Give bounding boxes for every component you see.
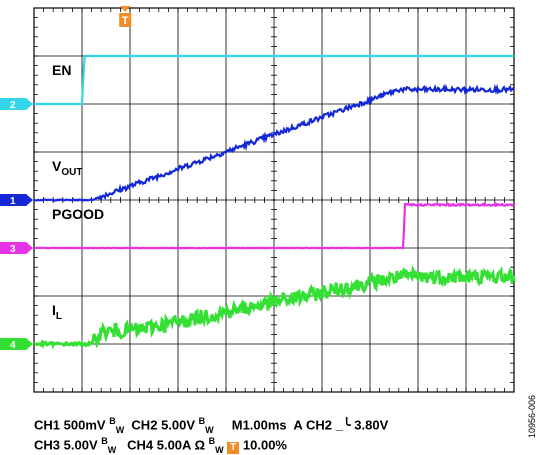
bw-b: B xyxy=(109,416,116,426)
acq-mode: A xyxy=(293,417,303,433)
trigger-box xyxy=(119,13,132,27)
trace-label-main: PGOOD xyxy=(52,206,104,222)
traces xyxy=(33,54,516,350)
figure-id: 10956-006 xyxy=(527,394,537,438)
ohm-symbol: Ω xyxy=(194,437,206,453)
ch3-label: CH3 xyxy=(34,437,61,453)
trigger-position: 10.00% xyxy=(242,437,287,453)
ch2-scale: 5.00V xyxy=(161,417,196,433)
trace-label-il: IL xyxy=(52,302,62,322)
bw-b: B xyxy=(101,436,108,446)
channel-marker-1 xyxy=(0,194,33,206)
trace-en xyxy=(34,54,514,106)
trigger-level: 3.80V xyxy=(354,417,389,433)
trace-vout xyxy=(33,83,515,202)
trace-label-main: V xyxy=(52,158,62,174)
trigger-arrow xyxy=(120,6,131,12)
trace-label-subscript: L xyxy=(56,311,62,322)
channel-marker-4 xyxy=(0,338,33,350)
channel-number-1: 1 xyxy=(10,196,16,207)
trace-label-en: EN xyxy=(52,62,71,78)
ch1-scale: 500mV xyxy=(63,417,106,433)
trace-il xyxy=(33,264,516,350)
oscilloscope-chart: EN VOUT PGOOD IL 2 1 3 4 T xyxy=(0,6,516,393)
channel-number-4: 4 xyxy=(10,340,16,351)
trace-label-pgood: PGOOD xyxy=(52,206,104,222)
trigger-source: CH2 xyxy=(305,417,332,433)
ch2-label: CH2 xyxy=(131,417,158,433)
status-line-1: CH1 500mV BW CH2 5.00V BW M1.00ms A CH2 … xyxy=(34,401,388,435)
bw-b: B xyxy=(198,416,206,426)
channel-marker-3 xyxy=(0,242,33,254)
trace-label-subscript: OUT xyxy=(61,167,82,178)
bw-w: W xyxy=(115,424,125,435)
status-line-2: CH3 5.00V BW CH4 5.00A Ω BW T 10.00% xyxy=(34,421,287,455)
ch4-scale: 5.00A xyxy=(156,437,191,453)
rising-edge-icon: _╰ xyxy=(335,417,351,433)
ch1-label: CH1 xyxy=(34,417,61,433)
timebase: M1.00ms xyxy=(231,417,287,433)
channel-number-2: 2 xyxy=(10,100,16,111)
ch4-label: CH4 xyxy=(127,437,154,453)
bw-w: W xyxy=(205,424,214,435)
trace-labels: EN VOUT PGOOD IL xyxy=(52,62,104,322)
trace-label-main: EN xyxy=(52,62,71,78)
trigger-marker-icon: T xyxy=(119,6,132,27)
bw-w: W xyxy=(107,444,117,455)
trace-pgood xyxy=(33,201,515,250)
bw-b: B xyxy=(208,436,216,446)
trace-label-main: I xyxy=(52,302,56,318)
trace-label-vout: VOUT xyxy=(52,158,82,178)
channel-marker-2 xyxy=(0,98,33,110)
trigger-position-icon: T xyxy=(227,442,240,455)
channel-number-3: 3 xyxy=(10,244,16,255)
trigger-letter: T xyxy=(122,15,129,27)
ch3-scale: 5.00V xyxy=(63,437,98,453)
bw-w: W xyxy=(215,444,224,455)
channel-markers: 2 1 3 4 T xyxy=(0,6,132,351)
